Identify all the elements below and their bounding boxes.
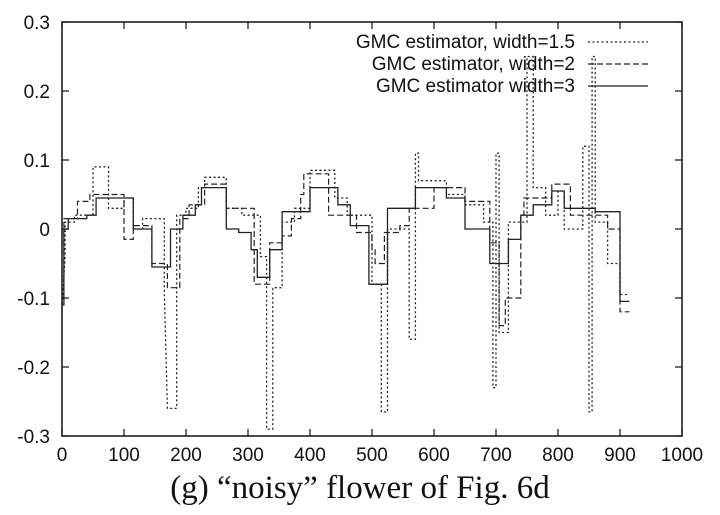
y-tick-label: -0.2 bbox=[17, 358, 50, 379]
x-tick-label: 1000 bbox=[661, 445, 703, 466]
chart: 0 100 200 300 400 500 600 700 800 900 1000 -0.3 -0.2… bbox=[17, 13, 703, 466]
x-tick-label: 0 bbox=[57, 445, 68, 466]
x-tick-label: 300 bbox=[232, 445, 264, 466]
x-tick-label: 100 bbox=[108, 445, 140, 466]
legend-label: GMC estimator width=3 bbox=[376, 76, 575, 97]
y-tick-label: 0.2 bbox=[24, 82, 50, 103]
x-tick-label: 200 bbox=[170, 445, 202, 466]
y-tick-label: 0.3 bbox=[24, 13, 50, 34]
x-tick-label: 600 bbox=[418, 445, 450, 466]
legend-label: GMC estimator, width=2 bbox=[372, 54, 575, 75]
legend-label: GMC estimator, width=1.5 bbox=[356, 32, 575, 53]
series-line-dotted bbox=[61, 55, 630, 430]
x-tick-label: 700 bbox=[480, 445, 512, 466]
x-tick-label: 900 bbox=[604, 445, 636, 466]
figure-caption: (g) “noisy” flower of Fig. 6d bbox=[170, 470, 550, 506]
x-tick-label: 400 bbox=[294, 445, 326, 466]
x-tick-label: 800 bbox=[542, 445, 574, 466]
x-tick-label: 500 bbox=[356, 445, 388, 466]
series-line-dashed bbox=[62, 173, 630, 327]
y-tick-label: -0.3 bbox=[17, 427, 50, 448]
series-line-solid bbox=[62, 186, 630, 306]
plot-frame bbox=[61, 21, 683, 437]
y-tick-label: -0.1 bbox=[17, 289, 50, 310]
ticks-layer: 0 100 200 300 400 500 600 700 800 900 1000 -0.3 -0.2… bbox=[17, 13, 703, 466]
y-tick-label: 0 bbox=[39, 220, 50, 241]
y-tick-label: 0.1 bbox=[24, 151, 50, 172]
series-layer bbox=[61, 55, 630, 430]
